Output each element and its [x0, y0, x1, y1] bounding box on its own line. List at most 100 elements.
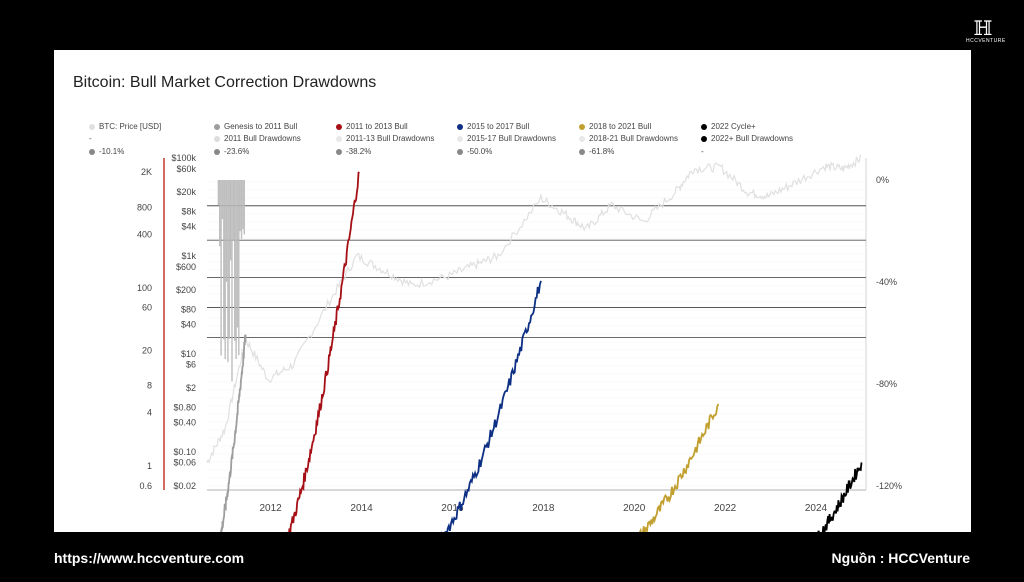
- legend-item[interactable]: 2022 Cycle+: [701, 122, 756, 131]
- legend-item[interactable]: -23.6%: [214, 147, 249, 156]
- chart-svg: 2012 20 1 4 2016 2018 2020 2022 2024 2K 800 400 100 6…: [137, 153, 902, 532]
- legend-label: 2011-13 Bull Drawdowns: [346, 134, 435, 143]
- legend-dot: [579, 148, 585, 155]
- right-tick-label: -80%: [876, 379, 897, 389]
- price-tick-label: $0.80: [173, 403, 196, 413]
- legend-dot: [457, 123, 463, 130]
- legend-dot: [214, 148, 220, 155]
- right-tick-label: 0%: [876, 175, 889, 185]
- left-tick-label: 2K: [141, 167, 152, 177]
- price-tick-label: $0.10: [173, 447, 196, 457]
- left-tick-label: 20: [142, 345, 152, 355]
- x-tick-label: 2020: [623, 503, 646, 514]
- legend-item[interactable]: -10.1%: [89, 147, 124, 156]
- footer-url[interactable]: https://www.hccventure.com: [54, 550, 245, 566]
- legend-label: BTC: Price [USD]: [99, 122, 162, 131]
- legend-label: 2011 to 2013 Bull: [346, 122, 408, 131]
- legend-item[interactable]: -38.2%: [336, 147, 371, 156]
- legend-label: -10.1%: [99, 147, 125, 156]
- price-tick-label: $4k: [181, 221, 196, 231]
- left-tick-label: 400: [137, 229, 152, 239]
- price-tick-label: $200: [176, 285, 196, 295]
- legend-label: 2018 to 2021 Bull: [589, 122, 652, 131]
- left-tick-label: 8: [147, 381, 152, 391]
- price-tick-label: $8k: [181, 207, 196, 217]
- left-tick-label: 60: [142, 303, 152, 313]
- price-tick-label: $0.40: [173, 417, 196, 427]
- left-tick-label: 800: [137, 202, 152, 212]
- legend-label: -61.8%: [589, 147, 615, 156]
- legend-item[interactable]: 2011-13 Bull Drawdowns: [336, 134, 434, 143]
- legend-item[interactable]: Genesis to 2011 Bull: [214, 122, 297, 131]
- legend-item[interactable]: 2011 to 2013 Bull: [336, 122, 408, 131]
- price-tick-label: $6: [186, 360, 196, 370]
- brand-logo: ℍ HCCVENTURE: [966, 16, 1006, 44]
- legend-label: -38.2%: [346, 147, 372, 156]
- chart-title: Bitcoin: Bull Market Correction Drawdown…: [73, 74, 377, 91]
- cycle-line-b2017: [441, 280, 542, 532]
- legend-dot: [336, 123, 342, 130]
- price-tick-label: $0.06: [173, 458, 196, 468]
- legend-dot: [579, 135, 585, 142]
- legend-label: 2015-17 Bull Drawdowns: [467, 134, 556, 143]
- legend-dot: [701, 123, 707, 130]
- price-tick-label: $2: [186, 383, 196, 393]
- price-tick-label: $10: [181, 349, 196, 359]
- price-tick-label: $80: [181, 305, 196, 315]
- drawdown-area-genesis: [217, 180, 245, 382]
- legend-item[interactable]: -50.0%: [457, 147, 492, 156]
- x-tick-label: 2012: [260, 503, 283, 514]
- cycle-line-b2021: [638, 403, 720, 532]
- cycle-line-b2013: [286, 171, 360, 532]
- legend-label: 2022 Cycle+: [711, 122, 756, 131]
- price-tick-label: $600: [176, 262, 196, 272]
- legend-item[interactable]: BTC: Price [USD]: [89, 122, 161, 131]
- btc-price-line: [206, 154, 861, 464]
- left-tick-label: 1: [147, 461, 152, 471]
- legend-dot: [457, 148, 463, 155]
- x-tick-label: 2022: [714, 503, 737, 514]
- legend-dot: [336, 135, 342, 142]
- legend-label: 2022+ Bull Drawdowns: [711, 134, 794, 143]
- x-tick-label: 2018: [532, 503, 555, 514]
- price-tick-label: $0.02: [173, 481, 196, 491]
- legend-item[interactable]: 2018-21 Bull Drawdowns: [579, 134, 678, 143]
- legend-label: 2018-21 Bull Drawdowns: [589, 134, 678, 143]
- cycle-line-b2022: [817, 462, 863, 532]
- legend-item[interactable]: 2015-17 Bull Drawdowns: [457, 134, 556, 143]
- legend-label: -23.6%: [224, 147, 250, 156]
- price-tick-label: $60k: [176, 164, 196, 174]
- legend-item[interactable]: 2011 Bull Drawdowns: [214, 134, 301, 143]
- legend-item[interactable]: 2015 to 2017 Bull: [457, 122, 529, 131]
- legend-dot: [214, 123, 220, 130]
- x-tick-label: 2016: [441, 503, 464, 514]
- cycle-line-genesis: [220, 334, 247, 532]
- legend-dot: [457, 135, 463, 142]
- left-tick-label: 0.6: [139, 481, 152, 491]
- legend-item[interactable]: 2022+ Bull Drawdowns: [701, 134, 793, 143]
- legend-label: 2015 to 2017 Bull: [467, 122, 530, 131]
- legend-label: -: [89, 134, 92, 143]
- legend-item[interactable]: -61.8%: [579, 147, 614, 156]
- legend-item[interactable]: -: [89, 134, 92, 143]
- drawdown-area-b2013: [264, 180, 358, 383]
- legend-item[interactable]: -: [701, 147, 704, 156]
- right-tick-label: -40%: [876, 277, 897, 287]
- legend-item[interactable]: 2018 to 2021 Bull: [579, 122, 651, 131]
- legend-dot: [89, 123, 95, 130]
- legend-label: Genesis to 2011 Bull: [224, 122, 298, 131]
- price-tick-label: $1k: [181, 251, 196, 261]
- price-tick-label: $40: [181, 319, 196, 329]
- left-tick-label: 100: [137, 283, 152, 293]
- price-tick-label: $100k: [171, 153, 196, 163]
- legend-label: 2011 Bull Drawdowns: [224, 134, 301, 143]
- left-tick-label: 4: [147, 408, 152, 418]
- legend-label: -50.0%: [467, 147, 493, 156]
- legend-dot: [579, 123, 585, 130]
- legend-dot: [701, 135, 707, 142]
- right-tick-label: -120%: [876, 481, 902, 491]
- legend-dot: [214, 135, 220, 142]
- legend-label: -: [701, 147, 704, 156]
- legend-dot: [336, 148, 342, 155]
- x-tick-label: 2024: [805, 503, 828, 514]
